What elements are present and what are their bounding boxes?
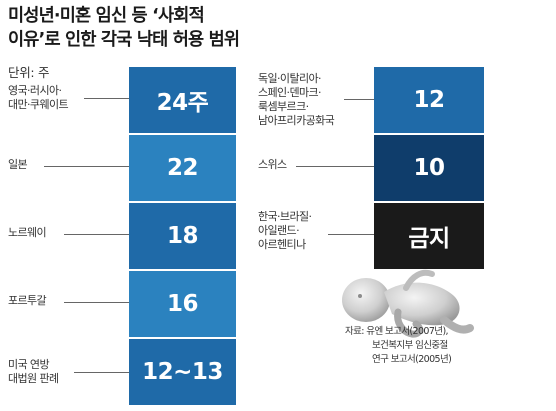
country-line: 스위스 <box>258 158 287 171</box>
bar-value: 10 <box>413 155 445 181</box>
country-label-norway: 노르웨이 <box>8 226 47 240</box>
country-line: 한국·브라질· <box>258 210 312 223</box>
country-line: 대만·쿠웨이트 <box>8 98 69 111</box>
country-line: 노르웨이 <box>8 226 47 239</box>
bar-value: 22 <box>166 155 199 181</box>
leader-line <box>328 232 379 237</box>
leader-line <box>64 232 134 237</box>
country-label-portugal: 포르투갈 <box>8 294 47 308</box>
country-line: 아일랜드· <box>258 224 300 237</box>
fetus-leg-upper <box>403 269 435 291</box>
source-line: 연구 보고서(2005년) <box>372 354 452 365</box>
bar-value: 16 <box>166 291 199 317</box>
bar-value: 18 <box>166 223 199 249</box>
country-label-korea-group: 한국·브라질· 아일랜드· 아르헨티나 <box>258 210 312 252</box>
country-label-switzerland: 스위스 <box>258 158 287 172</box>
bar-value: 24주 <box>156 90 209 116</box>
country-label-usa: 미국 연방 대법원 판례 <box>8 358 59 386</box>
country-line: 영국·러시아· <box>8 84 62 97</box>
bar-japan: 22 <box>129 135 236 201</box>
source-line: 자료: 유엔 보고서(2007년), <box>345 326 449 337</box>
country-label-japan: 일본 <box>8 158 28 172</box>
country-line: 일본 <box>8 158 28 171</box>
bar-portugal: 16 <box>129 271 236 337</box>
leader-line <box>64 300 134 305</box>
bar-uk-group: 24주 <box>129 67 236 133</box>
leader-line <box>84 96 134 101</box>
bar-korea-group: 금지 <box>374 203 484 269</box>
fetus-head <box>342 278 390 322</box>
bar-value: 금지 <box>408 226 450 252</box>
source-note: 자료: 유엔 보고서(2007년), 보건복지부 임신중절 연구 보고서(200… <box>345 325 452 367</box>
fetus-eye <box>358 294 362 298</box>
country-line: 아르헨티나 <box>258 238 306 251</box>
bar-germany-group: 12 <box>374 67 484 133</box>
title-line-2: 이유’로 인한 각국 낙태 허용 범위 <box>8 30 240 50</box>
country-line: 대법원 판례 <box>8 372 59 385</box>
title-line-1: 미성년·미혼 임신 등 ‘사회적 <box>8 6 205 26</box>
bar-switzerland: 10 <box>374 135 484 201</box>
fetus-illustration <box>342 269 474 338</box>
country-line: 룩셈부르크· <box>258 100 309 113</box>
source-line: 보건복지부 임신중절 <box>372 340 448 351</box>
country-label-germany-group: 독일·이탈리아· 스페인·덴마크· 룩셈부르크· 남아프리카공화국 <box>258 72 335 128</box>
leader-line <box>74 370 134 375</box>
leader-line <box>344 97 379 102</box>
unit-label: 단위: 주 <box>8 65 50 80</box>
leader-line <box>296 164 379 169</box>
country-label-uk-group: 영국·러시아· 대만·쿠웨이트 <box>8 84 69 112</box>
fetus-arm <box>394 308 423 338</box>
country-line: 포르투갈 <box>8 294 47 307</box>
chart-title: 미성년·미혼 임신 등 ‘사회적 이유’로 인한 각국 낙태 허용 범위 <box>8 4 308 52</box>
country-line: 독일·이탈리아· <box>258 72 322 85</box>
bar-norway: 18 <box>129 203 236 269</box>
fetus-leg <box>440 316 474 334</box>
bar-usa: 12~13 <box>129 339 236 405</box>
bar-value: 12~13 <box>142 359 223 385</box>
leader-line <box>44 164 134 169</box>
country-line: 남아프리카공화국 <box>258 114 335 127</box>
fetus-body <box>384 282 460 326</box>
country-line: 스페인·덴마크· <box>258 86 322 99</box>
bar-value: 12 <box>413 87 445 113</box>
country-line: 미국 연방 <box>8 358 50 371</box>
